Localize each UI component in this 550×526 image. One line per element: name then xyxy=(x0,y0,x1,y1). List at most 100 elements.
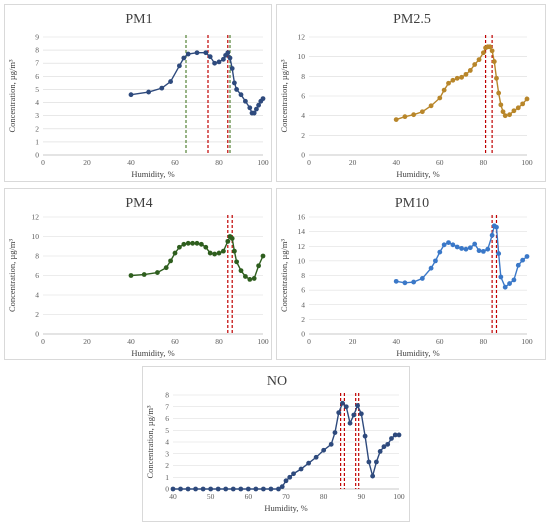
data-point xyxy=(245,486,251,492)
data-point xyxy=(223,486,229,492)
y-tick-label: 5 xyxy=(35,85,39,94)
x-tick-label: 60 xyxy=(171,337,179,346)
data-point xyxy=(481,248,486,254)
data-point xyxy=(485,246,491,252)
y-tick-label: 0 xyxy=(301,151,305,160)
data-point xyxy=(200,486,206,492)
x-tick-label: 80 xyxy=(480,337,488,346)
data-point xyxy=(507,281,512,286)
data-point xyxy=(268,486,274,492)
data-point xyxy=(141,272,147,277)
x-tick-label: 40 xyxy=(392,158,400,167)
series-line xyxy=(173,402,399,490)
x-tick-label: 0 xyxy=(307,158,311,167)
data-point xyxy=(491,59,497,64)
x-tick-label: 60 xyxy=(245,492,253,501)
x-tick-label: 80 xyxy=(215,158,223,167)
data-point xyxy=(229,66,235,71)
data-point xyxy=(494,224,499,230)
y-axis-label: Concentration, µg/m³ xyxy=(279,59,289,133)
x-tick-label: 50 xyxy=(207,492,215,501)
chart-panel-pm4: PM4 0 2 4 6 8 10 12 0 20 40 60 80 100 Humidity, % Conce… xyxy=(4,188,272,360)
data-point xyxy=(155,270,160,275)
data-point xyxy=(232,80,237,86)
x-tick-label: 20 xyxy=(83,158,91,167)
data-point xyxy=(203,50,209,56)
data-point xyxy=(472,241,478,247)
data-point xyxy=(481,50,486,56)
data-point xyxy=(520,101,526,107)
x-tick-label: 60 xyxy=(436,158,444,167)
data-point xyxy=(381,444,387,450)
data-point xyxy=(402,280,408,286)
x-tick-label: 40 xyxy=(127,158,135,167)
data-point xyxy=(283,478,289,484)
data-point xyxy=(520,257,526,263)
data-point xyxy=(221,56,226,62)
x-tick-label: 40 xyxy=(392,337,400,346)
data-point xyxy=(500,109,506,115)
series-line xyxy=(396,224,528,289)
data-point xyxy=(515,262,521,268)
data-point xyxy=(502,284,508,290)
data-point xyxy=(212,251,218,257)
y-tick-label: 12 xyxy=(298,242,306,251)
data-point xyxy=(253,486,259,492)
y-tick-label: 10 xyxy=(298,52,306,61)
chart-panel-no: NO 0 1 2 3 4 5 6 7 8 40 50 60 70 80 90 100 Humidity, % Con… xyxy=(142,366,410,522)
y-tick-label: 0 xyxy=(301,330,305,339)
data-point xyxy=(260,253,266,259)
data-point xyxy=(496,90,502,96)
chart-pm1: PM1 0 1 2 3 4 5 6 7 8 9 0 20 40 60 80 100 Humidity, % Conc… xyxy=(7,12,269,179)
data-point xyxy=(221,248,226,254)
data-point xyxy=(437,95,443,101)
data-point xyxy=(494,75,499,81)
chart-panel-pm1: PM1 0 1 2 3 4 5 6 7 8 9 0 20 40 60 80 100 Humidity, % Conc… xyxy=(4,4,272,182)
y-tick-label: 2 xyxy=(301,315,305,324)
y-tick-label: 6 xyxy=(301,92,305,101)
data-point xyxy=(355,403,360,408)
y-tick-label: 8 xyxy=(301,72,305,81)
data-point xyxy=(476,248,482,254)
data-point xyxy=(177,63,182,69)
data-point xyxy=(185,240,191,246)
data-point xyxy=(396,432,402,438)
y-tick-label: 14 xyxy=(298,227,306,236)
data-point xyxy=(411,279,417,285)
data-point xyxy=(207,250,213,256)
data-point xyxy=(225,238,231,244)
y-tick-label: 12 xyxy=(298,33,306,42)
data-point xyxy=(437,249,443,255)
y-tick-label: 8 xyxy=(301,271,305,280)
x-tick-label: 80 xyxy=(320,492,328,501)
data-point xyxy=(377,449,383,454)
data-point xyxy=(247,105,253,111)
data-point xyxy=(441,242,447,248)
chart-title: PM1 xyxy=(125,12,152,27)
data-point xyxy=(251,110,257,116)
data-point xyxy=(459,246,464,251)
y-tick-label: 10 xyxy=(298,256,306,265)
data-point xyxy=(238,486,244,492)
chart-title: NO xyxy=(267,374,287,389)
y-tick-label: 2 xyxy=(35,310,39,319)
y-tick-label: 6 xyxy=(165,414,169,423)
data-point xyxy=(172,250,178,256)
data-point xyxy=(358,411,364,417)
y-tick-label: 12 xyxy=(32,213,40,222)
y-tick-label: 6 xyxy=(35,271,39,280)
x-tick-label: 0 xyxy=(41,158,45,167)
y-tick-label: 8 xyxy=(165,391,169,400)
x-tick-label: 20 xyxy=(83,337,91,346)
data-point xyxy=(194,240,200,246)
chart-panel-pm10: PM10 0 2 4 6 8 10 12 14 16 0 20 40 60 80 100 Humidity, %… xyxy=(276,188,546,360)
y-tick-label: 9 xyxy=(35,33,39,42)
data-point xyxy=(336,410,342,416)
data-point xyxy=(194,50,200,56)
y-tick-label: 2 xyxy=(301,131,305,140)
data-point xyxy=(498,274,504,280)
data-point xyxy=(227,55,233,61)
data-point xyxy=(313,454,319,460)
data-point xyxy=(467,245,473,251)
data-point xyxy=(428,103,434,109)
